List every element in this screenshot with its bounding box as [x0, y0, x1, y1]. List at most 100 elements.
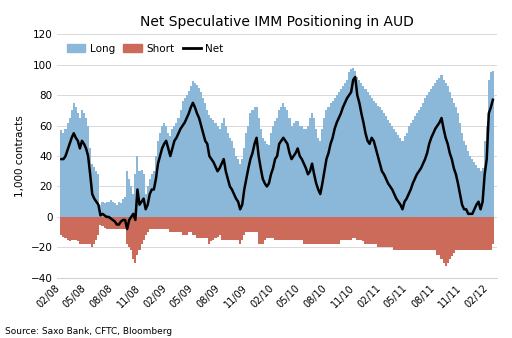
Bar: [210, 217, 212, 241]
Bar: [453, 217, 455, 254]
Bar: [138, 217, 140, 250]
Bar: [73, 103, 75, 217]
Bar: [470, 217, 472, 250]
Bar: [83, 114, 85, 217]
Bar: [288, 118, 290, 217]
Bar: [93, 167, 95, 217]
Bar: [362, 217, 365, 241]
Bar: [159, 133, 161, 217]
Bar: [249, 114, 251, 217]
Bar: [369, 95, 371, 217]
Bar: [284, 107, 286, 217]
Bar: [243, 148, 245, 217]
Bar: [301, 126, 303, 217]
Bar: [292, 217, 294, 240]
Bar: [408, 217, 410, 250]
Bar: [225, 217, 227, 240]
Bar: [219, 217, 221, 235]
Bar: [436, 80, 438, 217]
Bar: [200, 92, 202, 217]
Bar: [328, 217, 330, 244]
Bar: [459, 217, 461, 250]
Bar: [350, 217, 352, 240]
Bar: [136, 156, 138, 217]
Bar: [172, 129, 174, 217]
Bar: [328, 107, 330, 217]
Bar: [210, 118, 212, 217]
Bar: [151, 174, 153, 217]
Bar: [461, 217, 463, 250]
Bar: [221, 217, 223, 240]
Bar: [245, 217, 247, 232]
Bar: [157, 217, 159, 229]
Bar: [430, 217, 432, 250]
Bar: [482, 217, 484, 250]
Bar: [266, 144, 268, 217]
Bar: [196, 84, 198, 217]
Bar: [75, 107, 77, 217]
Bar: [112, 202, 114, 217]
Bar: [373, 101, 375, 217]
Bar: [112, 217, 114, 229]
Bar: [446, 217, 449, 263]
Bar: [116, 205, 118, 217]
Bar: [360, 83, 362, 217]
Bar: [290, 217, 292, 240]
Bar: [272, 217, 274, 238]
Bar: [268, 145, 270, 217]
Bar: [356, 217, 358, 240]
Bar: [428, 92, 430, 217]
Bar: [459, 123, 461, 217]
Bar: [389, 123, 391, 217]
Bar: [383, 114, 385, 217]
Bar: [206, 217, 208, 238]
Bar: [62, 217, 65, 237]
Bar: [315, 217, 317, 244]
Bar: [138, 171, 140, 217]
Bar: [126, 217, 128, 244]
Bar: [480, 171, 482, 217]
Y-axis label: 1,000 contracts: 1,000 contracts: [15, 115, 25, 197]
Bar: [148, 217, 151, 229]
Bar: [403, 136, 406, 217]
Bar: [309, 217, 311, 244]
Bar: [163, 217, 165, 229]
Bar: [95, 217, 97, 240]
Bar: [178, 217, 180, 232]
Bar: [286, 111, 288, 217]
Bar: [482, 168, 484, 217]
Bar: [322, 217, 324, 244]
Bar: [124, 217, 126, 229]
Bar: [105, 217, 108, 229]
Bar: [330, 103, 332, 217]
Bar: [99, 217, 101, 224]
Bar: [313, 118, 315, 217]
Bar: [367, 92, 369, 217]
Bar: [389, 217, 391, 247]
Bar: [114, 217, 116, 229]
Bar: [476, 165, 478, 217]
Bar: [317, 217, 319, 244]
Bar: [255, 217, 258, 232]
Bar: [130, 187, 132, 217]
Bar: [169, 217, 172, 232]
Bar: [276, 118, 278, 217]
Bar: [438, 78, 440, 217]
Bar: [73, 217, 75, 240]
Bar: [198, 88, 200, 217]
Bar: [60, 130, 62, 217]
Bar: [424, 98, 426, 217]
Bar: [465, 145, 467, 217]
Bar: [178, 118, 180, 217]
Bar: [65, 217, 67, 238]
Bar: [241, 159, 243, 217]
Bar: [313, 217, 315, 244]
Bar: [233, 148, 235, 217]
Bar: [153, 217, 155, 229]
Bar: [276, 217, 278, 240]
Bar: [280, 107, 282, 217]
Bar: [422, 103, 424, 217]
Bar: [167, 133, 169, 217]
Bar: [89, 217, 91, 244]
Bar: [426, 217, 428, 250]
